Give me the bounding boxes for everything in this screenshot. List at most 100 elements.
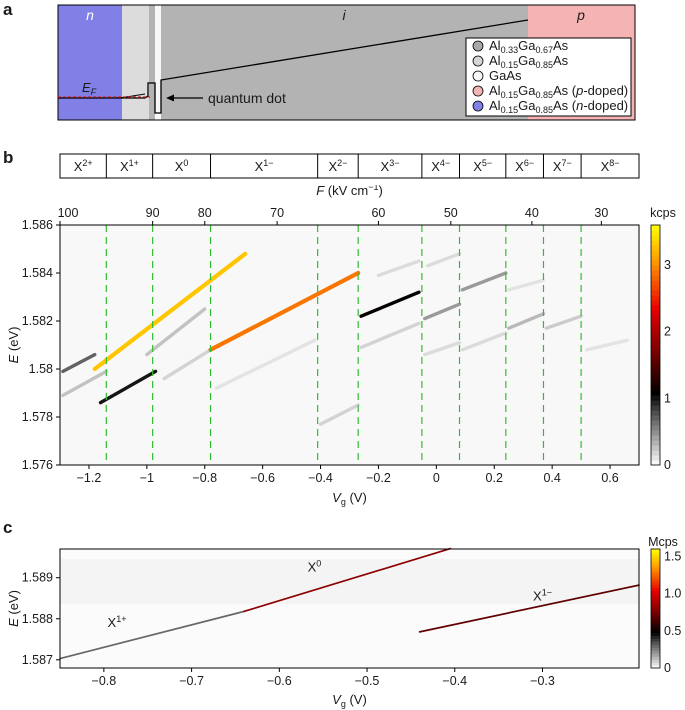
- resonance-line: [59, 610, 246, 660]
- colorbar-segment: [651, 405, 660, 411]
- state-annotation: X1−: [533, 587, 552, 603]
- y-tick-label: 1.586: [22, 218, 53, 232]
- x-axis-label: Vg (V): [332, 692, 367, 709]
- colorbar-segment: [651, 315, 660, 321]
- colorbar-segment: [651, 635, 660, 639]
- emission-line: [507, 278, 546, 292]
- colorbar-segment: [651, 460, 660, 466]
- colorbar-segment: [651, 380, 660, 386]
- state-annotation: X0: [308, 559, 322, 575]
- emission-line: [460, 271, 508, 292]
- emission-line: [61, 352, 97, 374]
- x-tick-label: −0.7: [179, 674, 204, 688]
- colorbar-segment: [651, 225, 660, 231]
- colorbar-segment: [651, 587, 660, 592]
- colorbar-segment: [651, 250, 660, 256]
- gaas-layer: [155, 5, 161, 120]
- colorbar-segment: [651, 638, 660, 642]
- colorbar-segment: [651, 572, 660, 577]
- colorbar-tick-label: 1: [664, 391, 671, 405]
- x-tick-label: −0.5: [355, 674, 380, 688]
- colorbar-frame-b: [650, 224, 661, 466]
- emission-line: [214, 338, 317, 390]
- emission-line: [423, 302, 462, 321]
- heatmap-background: [60, 225, 639, 465]
- colorbar-segment: [651, 355, 660, 361]
- y-tick-label: 1.587: [22, 653, 53, 667]
- colorbar-segment: [651, 620, 660, 624]
- plot-frame-b: [59, 224, 640, 466]
- colorbar-segment: [651, 554, 660, 559]
- legend-entry: Al0.33Ga0.67As: [489, 38, 569, 55]
- region-label-i: i: [342, 7, 346, 23]
- colorbar-tick-label: 0: [664, 458, 671, 472]
- emission-line: [376, 259, 421, 278]
- legend-marker: [472, 85, 484, 97]
- emission-line: [423, 340, 462, 357]
- colorbar-segment: [651, 275, 660, 281]
- colorbar-segment: [651, 629, 660, 633]
- colorbar-segment: [651, 563, 660, 568]
- colorbar-segment: [651, 335, 660, 341]
- y-tick-label: 1.584: [22, 266, 53, 280]
- legend-entry: Al0.15Ga0.85As (n-doped): [489, 98, 628, 115]
- colorbar-segment: [651, 662, 660, 666]
- charge-state-bar: X2+ X1+ X0 X1− X2− X3− X4− X5− X6− X7− X8−: [59, 153, 640, 179]
- top-tick-label: 70: [270, 206, 284, 220]
- colorbar-segment: [651, 365, 660, 371]
- colorbar-segment: [651, 611, 660, 616]
- colorbar-segment: [651, 575, 660, 580]
- colorbar-tick-label: 2: [664, 325, 671, 339]
- colorbar-segment: [651, 375, 660, 381]
- resonance-line: [418, 584, 640, 633]
- colorbar-segment: [651, 350, 660, 356]
- colorbar-segment: [651, 230, 660, 236]
- colorbar-segment: [651, 330, 660, 336]
- legend-entry: GaAs: [489, 68, 522, 83]
- charge-state-label: X7−: [553, 158, 572, 174]
- x-tick-label: 0.2: [486, 471, 503, 485]
- charge-state-label: X0: [175, 158, 189, 174]
- emission-line: [61, 369, 109, 398]
- x-tick-label: −1: [140, 471, 154, 485]
- charge-state-label: X6−: [515, 158, 534, 174]
- legend-marker: [472, 40, 484, 52]
- colorbar-segment: [651, 599, 660, 604]
- colorbar-segment: [651, 445, 660, 451]
- emission-line: [585, 338, 630, 352]
- region-label-n: n: [86, 7, 94, 23]
- colorbar-segment: [651, 450, 660, 456]
- charge-state-label: X1+: [120, 158, 139, 174]
- panel-label-c: c: [3, 518, 13, 537]
- legend-marker: [472, 70, 484, 82]
- colorbar-segment: [651, 290, 660, 296]
- top-tick-label: 100: [58, 206, 79, 220]
- colorbar-segment: [651, 659, 660, 663]
- x-tick-label: −0.6: [250, 471, 275, 485]
- colorbar-segment: [651, 596, 660, 601]
- colorbar-segment: [651, 420, 660, 426]
- colorbar-segment: [651, 632, 660, 636]
- emission-line: [425, 252, 462, 268]
- colorbar-segment: [651, 395, 660, 401]
- y-tick-label: 1.582: [22, 314, 53, 328]
- emission-line: [208, 270, 361, 352]
- colorbar-segment: [651, 569, 660, 574]
- top-tick-label: 40: [525, 206, 539, 220]
- x-tick-label: −0.8: [92, 674, 117, 688]
- colorbar-segment: [651, 560, 660, 565]
- emission-line: [162, 348, 213, 381]
- colorbar-segment: [651, 656, 660, 660]
- colorbar-segment: [651, 295, 660, 301]
- algaas15-layer-left: [122, 5, 149, 120]
- colorbar-segment: [651, 665, 660, 669]
- colorbar-segment: [651, 400, 660, 406]
- top-tick-label: 90: [146, 206, 160, 220]
- top-tick-label: 80: [198, 206, 212, 220]
- colorbar-segment: [651, 285, 660, 291]
- colorbar-unit: kcps: [650, 206, 676, 220]
- legend-box: [465, 37, 632, 117]
- top-axis-label: F (kV cm−1): [316, 185, 383, 198]
- charge-state-label: X8−: [601, 158, 620, 174]
- colorbar-segment: [651, 581, 660, 586]
